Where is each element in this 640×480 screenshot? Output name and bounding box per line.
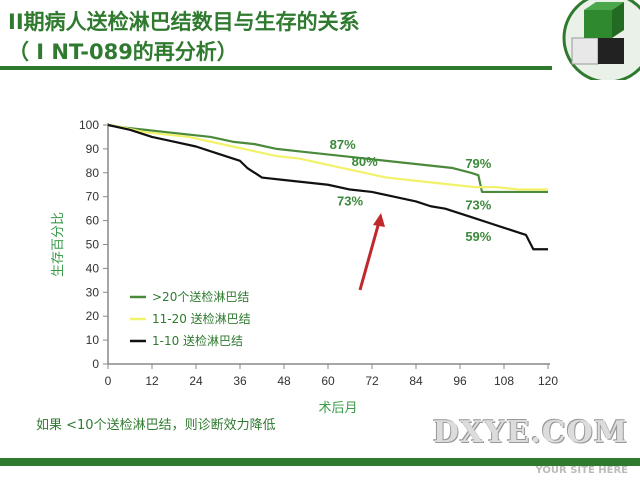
- y-tick-label: 40: [86, 261, 100, 275]
- x-tick-label: 0: [105, 374, 112, 388]
- cube-logo-icon: [562, 0, 640, 80]
- series-line-0: [107, 123, 548, 194]
- data-label: 79%: [465, 156, 491, 171]
- series-line-2: [107, 123, 548, 251]
- y-tick-label: 50: [86, 238, 100, 252]
- y-tick-label: 0: [92, 357, 99, 371]
- x-tick-label: 24: [189, 374, 203, 388]
- title-divider: [0, 66, 552, 70]
- x-tick-label: 36: [233, 374, 247, 388]
- x-axis-label: 术后月: [318, 401, 357, 416]
- y-tick-label: 100: [79, 118, 99, 132]
- data-label: 87%: [330, 137, 356, 152]
- watermark-logo: DXYE.COM: [432, 415, 628, 450]
- page-title-line2: （ I NT-089的再分析）: [8, 40, 238, 64]
- arrow-shaft: [358, 221, 381, 291]
- page-title-line1: II期病人送检淋巴结数目与生存的关系: [8, 10, 360, 34]
- y-tick-label: 20: [86, 309, 100, 323]
- y-tick-label: 30: [86, 285, 100, 299]
- data-label: 73%: [337, 194, 363, 209]
- x-tick-label: 84: [409, 374, 423, 388]
- bottom-bar: [0, 458, 640, 466]
- y-tick-label: 80: [86, 166, 100, 180]
- y-tick-label: 60: [86, 214, 100, 228]
- x-tick-label: 120: [538, 374, 558, 388]
- x-tick-label: 108: [494, 374, 514, 388]
- data-label: 80%: [352, 154, 378, 169]
- data-label: 73%: [465, 198, 491, 213]
- footnote: 如果 <10个送检淋巴结，则诊断效力降低: [36, 418, 276, 433]
- x-tick-label: 72: [365, 374, 379, 388]
- series-line-1: [107, 123, 548, 191]
- x-tick-label: 12: [145, 374, 159, 388]
- y-tick-label: 90: [86, 142, 100, 156]
- data-label: 59%: [465, 229, 491, 244]
- y-tick-label: 70: [86, 190, 100, 204]
- x-tick-label: 60: [321, 374, 335, 388]
- legend-label: 11-20 送检淋巴结: [152, 311, 251, 326]
- y-tick-label: 10: [86, 333, 100, 347]
- x-tick-label: 48: [277, 374, 291, 388]
- legend-label: 1-10 送检淋巴结: [152, 333, 243, 348]
- legend-label: >20个送检淋巴结: [152, 289, 249, 304]
- arrow-head: [373, 213, 385, 227]
- y-axis-label: 生存百分比: [51, 212, 66, 277]
- x-tick-label: 96: [453, 374, 467, 388]
- site-text: YOUR SITE HERE: [535, 465, 628, 476]
